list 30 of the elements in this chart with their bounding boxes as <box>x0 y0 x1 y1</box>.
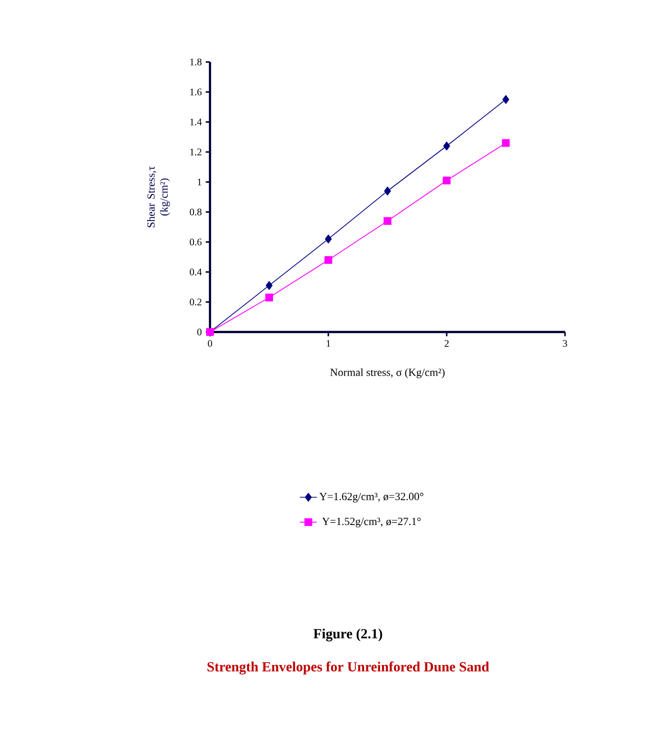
point <box>324 234 332 244</box>
text: Strength Envelopes for Unreinfored Dune Sand <box>208 662 490 674</box>
y-tick-label: 1.4 <box>190 118 202 126</box>
point <box>384 186 391 196</box>
point <box>384 217 392 225</box>
point <box>324 256 332 264</box>
legend-label: Υ=1.62g/cm³, ø=32.00° <box>319 492 424 502</box>
x-tick-label: 0 <box>208 340 212 347</box>
y-tick-label: 1.2 <box>190 148 202 156</box>
y-tick-label: 1 <box>198 178 202 186</box>
x-tick-label: 2 <box>444 340 449 347</box>
y-tick-label: 0.8 <box>190 208 202 216</box>
point <box>442 176 451 184</box>
x-axis-title: Normal stress, σ (Kg/cm²) <box>330 368 445 378</box>
point <box>265 294 274 302</box>
y-tick-label: 0.6 <box>190 238 202 246</box>
x-tick-label: 3 <box>562 340 568 347</box>
x-tick-label: 1 <box>326 340 330 347</box>
y-tick-label: 1.8 <box>190 58 202 66</box>
text: Figure (2.1) <box>314 628 382 642</box>
y-tick-label: 0.2 <box>190 298 202 306</box>
point <box>266 281 273 290</box>
point <box>502 95 510 104</box>
y-tick-label: 1.6 <box>190 88 202 96</box>
y-tick-label: 0 <box>197 328 202 336</box>
point <box>443 142 450 150</box>
y-tick-label: 0.4 <box>190 268 202 276</box>
y-axis-title: Shear Stress,τ (kg/cm²) <box>147 166 170 228</box>
legend-label: Υ=1.52g/cm³, ø=27.1° <box>322 518 421 528</box>
point <box>502 139 510 147</box>
